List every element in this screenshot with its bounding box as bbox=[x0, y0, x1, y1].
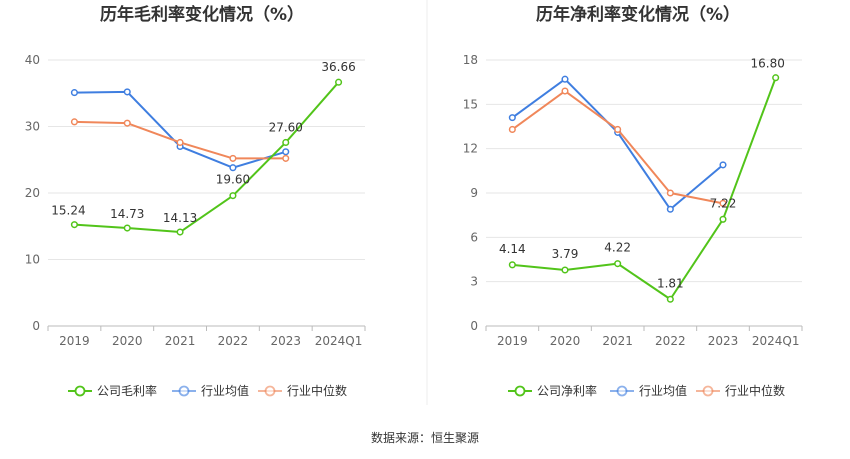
data-point bbox=[666, 295, 674, 303]
legend-label: 公司毛利率 bbox=[97, 383, 157, 398]
data-label: 14.13 bbox=[163, 211, 197, 225]
y-tick-label: 18 bbox=[463, 53, 478, 67]
legend-swatch-marker bbox=[514, 385, 526, 397]
series-line bbox=[512, 77, 777, 301]
data-label: 4.22 bbox=[604, 241, 631, 255]
data-point bbox=[123, 119, 131, 127]
data-point bbox=[123, 224, 131, 232]
legend-label: 行业均值 bbox=[201, 383, 249, 398]
legend-label: 行业均值 bbox=[639, 383, 687, 398]
series-line bbox=[511, 78, 724, 211]
y-tick-label: 10 bbox=[25, 253, 40, 267]
data-point bbox=[719, 161, 727, 169]
data-label: 16.80 bbox=[750, 57, 784, 71]
data-label: 36.66 bbox=[321, 60, 355, 74]
y-tick-label: 6 bbox=[470, 230, 478, 244]
x-tick-label: 2021 bbox=[165, 334, 196, 348]
y-tick-label: 12 bbox=[463, 142, 478, 156]
y-tick-label: 0 bbox=[470, 319, 478, 333]
data-point bbox=[561, 75, 569, 83]
x-tick-label: 2020 bbox=[550, 334, 581, 348]
x-tick-label: 2024Q1 bbox=[315, 334, 363, 348]
data-point bbox=[335, 78, 343, 86]
legend-label: 行业中位数 bbox=[725, 383, 785, 398]
data-label: 14.73 bbox=[110, 207, 144, 221]
data-label: 7.22 bbox=[710, 196, 737, 210]
data-point bbox=[176, 138, 184, 147]
data-label: 15.24 bbox=[51, 204, 85, 218]
data-point bbox=[614, 260, 622, 268]
y-tick-label: 9 bbox=[470, 186, 478, 200]
data-point bbox=[282, 154, 290, 162]
chart-title: 历年净利率变化情况（%） bbox=[536, 4, 740, 25]
data-point bbox=[666, 189, 674, 197]
chart-title: 历年毛利率变化情况（%） bbox=[100, 4, 304, 25]
y-tick-label: 30 bbox=[25, 120, 40, 134]
x-tick-label: 2023 bbox=[270, 334, 301, 348]
data-point bbox=[508, 114, 516, 122]
data-point bbox=[719, 215, 727, 223]
legend-swatch-marker bbox=[74, 385, 86, 397]
data-point bbox=[508, 261, 516, 269]
y-tick-label: 0 bbox=[32, 319, 40, 333]
data-point bbox=[282, 148, 290, 156]
data-label: 19.60 bbox=[216, 173, 250, 187]
net-margin-chart: 历年净利率变化情况（%） 0 3 6 9 12 15 18 2019 2020 2021 2022 2… bbox=[463, 4, 803, 398]
legend-swatch-marker bbox=[616, 385, 628, 397]
gross-margin-chart: 历年毛利率变化情况（%） 0 10 20 30 40 2019 2020 2021 2022 20… bbox=[25, 4, 366, 398]
data-point bbox=[176, 228, 184, 236]
x-tick-label: 2021 bbox=[602, 334, 633, 348]
data-point bbox=[123, 88, 131, 96]
data-point bbox=[614, 125, 622, 134]
data-point bbox=[561, 266, 569, 274]
series-line bbox=[511, 90, 724, 205]
x-tick-label: 2023 bbox=[708, 334, 739, 348]
x-tick-label: 2020 bbox=[112, 334, 143, 348]
x-tick-label: 2022 bbox=[218, 334, 249, 348]
series-line bbox=[74, 81, 340, 234]
data-point bbox=[229, 154, 237, 162]
data-point bbox=[772, 74, 780, 82]
data-point bbox=[70, 118, 78, 126]
data-point bbox=[70, 89, 78, 97]
data-label: 3.79 bbox=[552, 247, 579, 261]
data-source: 数据来源：恒生聚源 bbox=[371, 430, 479, 445]
data-label: 1.81 bbox=[657, 276, 684, 290]
data-label: 4.14 bbox=[499, 242, 526, 256]
y-tick-label: 3 bbox=[470, 275, 478, 289]
data-point bbox=[508, 125, 516, 134]
data-point bbox=[561, 87, 569, 95]
y-tick-label: 15 bbox=[463, 97, 478, 111]
data-point bbox=[282, 138, 290, 147]
legend-swatch-marker bbox=[702, 385, 714, 397]
legend-swatch-marker bbox=[264, 385, 276, 397]
data-point bbox=[70, 221, 78, 229]
y-tick-label: 20 bbox=[25, 186, 40, 200]
x-tick-label: 2024Q1 bbox=[752, 334, 800, 348]
data-point bbox=[666, 205, 674, 213]
x-tick-label: 2022 bbox=[655, 334, 686, 348]
x-tick-label: 2019 bbox=[497, 334, 528, 348]
x-tick-label: 2019 bbox=[59, 334, 90, 348]
y-tick-label: 40 bbox=[25, 53, 40, 67]
data-label: 27.60 bbox=[269, 120, 303, 134]
legend-label: 行业中位数 bbox=[287, 383, 347, 398]
data-point bbox=[719, 199, 727, 207]
data-point bbox=[229, 164, 237, 172]
legend-swatch-marker bbox=[178, 385, 190, 397]
data-point bbox=[229, 192, 237, 200]
legend-label: 公司净利率 bbox=[537, 383, 597, 398]
series-line bbox=[74, 90, 287, 169]
